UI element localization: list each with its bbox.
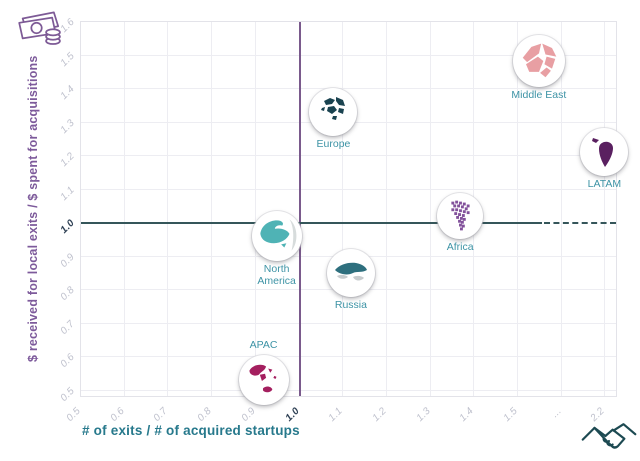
region-bubble-middle-east xyxy=(512,35,565,88)
y-tick-label: 1.2 xyxy=(58,150,77,170)
europe-map-icon xyxy=(321,96,346,120)
x-axis-title: # of exits / # of acquired startups xyxy=(82,423,300,438)
middle-east-map-icon xyxy=(522,43,557,78)
y-tick-label: 0.8 xyxy=(58,284,77,304)
region-bubble-russia xyxy=(326,248,375,297)
region-label-africa: Africa xyxy=(446,240,474,253)
gridline-vertical xyxy=(254,22,256,396)
gridline-horizontal xyxy=(81,155,616,157)
region-label-middle-east: Middle East xyxy=(511,89,567,102)
y-tick-label: 0.6 xyxy=(58,352,77,371)
gridline-horizontal xyxy=(81,356,616,358)
region-label-latam: LATAM xyxy=(587,177,622,190)
x-tick-label: 1.5 xyxy=(501,405,520,424)
reference-line-y-1.0-dashed xyxy=(544,222,616,225)
gridline-horizontal xyxy=(81,322,616,324)
region-bubble-latam xyxy=(580,127,629,176)
y-tick-label: 1.4 xyxy=(58,83,77,102)
region-label-north-america: North America xyxy=(257,262,296,287)
x-tick-label: 1.2 xyxy=(370,405,389,424)
gridline-horizontal xyxy=(81,389,616,391)
gridline-vertical xyxy=(123,22,125,396)
reference-line-y-1.0-solid xyxy=(81,222,542,225)
y-tick-label: 1.0 xyxy=(58,217,77,237)
y-axis-title: $ received for local exits / $ spent for… xyxy=(26,55,40,363)
region-bubble-africa xyxy=(437,192,484,239)
money-icon xyxy=(18,11,61,45)
latam-map-icon xyxy=(592,137,614,167)
gridline-horizontal xyxy=(81,54,616,56)
y-tick-label: 0.7 xyxy=(58,318,77,337)
x-tick-label: 1.1 xyxy=(326,405,346,424)
region-label-europe: Europe xyxy=(316,137,351,150)
north-america-map-icon xyxy=(259,218,297,251)
reference-line-x-1.0 xyxy=(298,22,301,396)
region-label-russia: Russia xyxy=(334,298,367,311)
gridline-vertical xyxy=(517,22,518,396)
region-bubble-apac xyxy=(238,354,289,405)
gridline-vertical xyxy=(167,22,169,396)
gridline-vertical xyxy=(604,22,606,396)
gridline-vertical xyxy=(385,22,387,396)
region-label-apac: APAC xyxy=(249,338,278,351)
gridline-vertical xyxy=(342,22,344,396)
africa-map-icon xyxy=(451,200,470,230)
gridline-horizontal xyxy=(81,88,616,90)
gridline-vertical xyxy=(211,22,213,396)
handshake-icon xyxy=(581,423,637,449)
region-bubble-north-america xyxy=(251,210,302,261)
russia-map-icon xyxy=(334,262,367,281)
gridline-horizontal xyxy=(81,188,616,190)
x-tick-label: 1.3 xyxy=(414,405,433,424)
region-bubble-europe xyxy=(309,87,358,136)
apac-map-icon xyxy=(248,364,277,393)
y-tick-label: 1.1 xyxy=(58,184,77,203)
gridline-vertical xyxy=(429,22,431,396)
y-tick-label: 1.5 xyxy=(58,50,77,69)
x-tick-label: 1.4 xyxy=(457,405,477,424)
gridline-vertical xyxy=(560,22,562,396)
y-tick-label: 0.9 xyxy=(58,251,77,270)
x-tick-label: ... xyxy=(549,405,564,420)
y-tick-label: 1.3 xyxy=(58,117,77,136)
